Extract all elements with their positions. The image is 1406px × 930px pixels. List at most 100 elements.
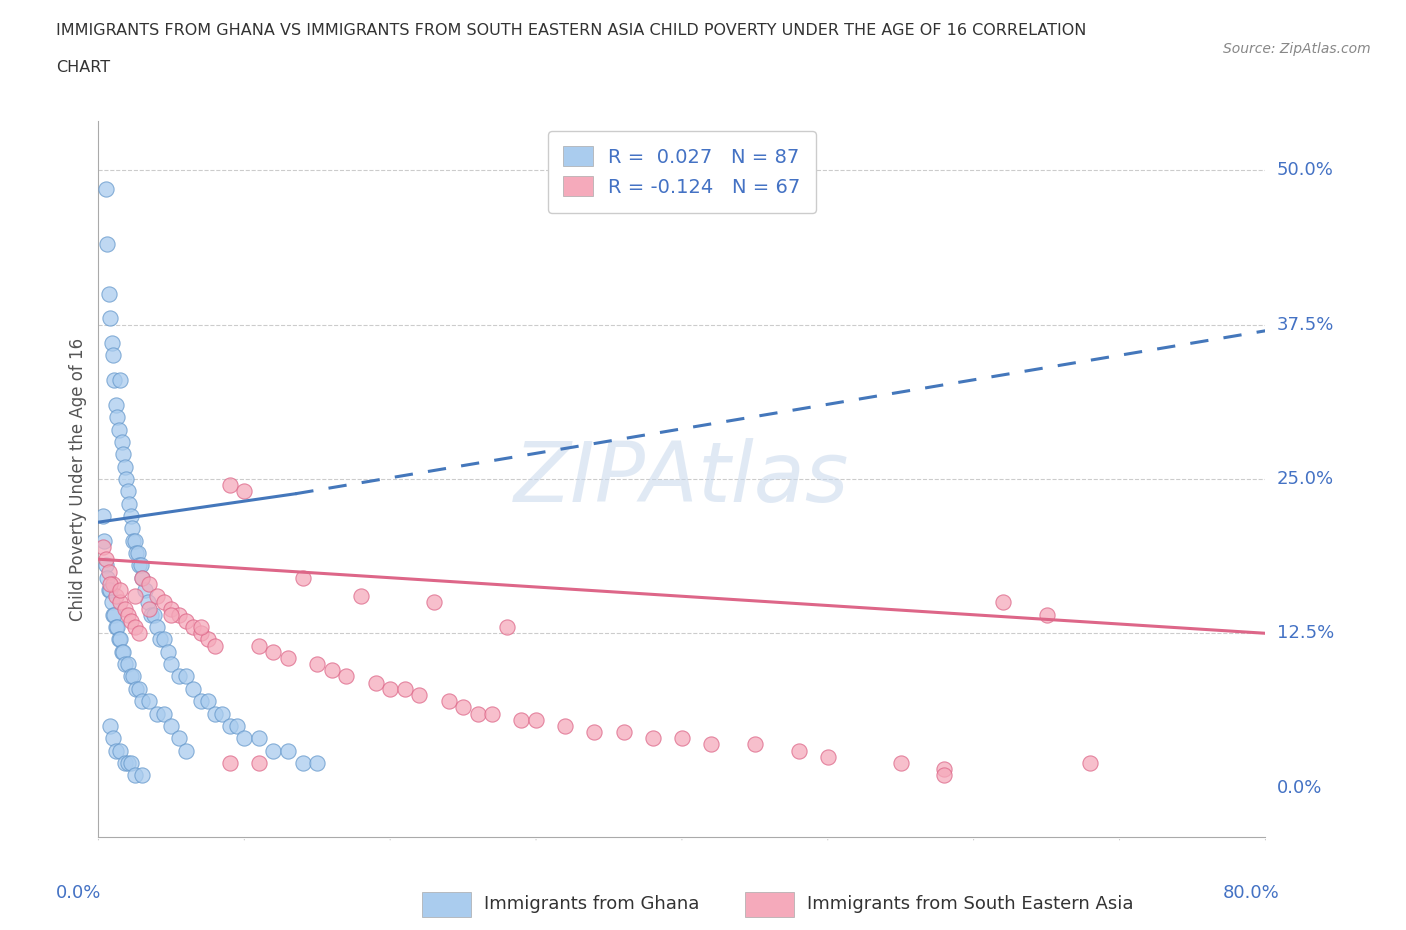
Point <box>218 719 240 734</box>
Point <box>408 687 430 702</box>
Point <box>291 570 314 585</box>
Point <box>117 657 139 671</box>
Point <box>153 632 176 647</box>
Point <box>190 694 212 709</box>
Point <box>524 712 547 727</box>
Point <box>510 712 533 727</box>
Point <box>114 657 136 671</box>
Point <box>160 657 183 671</box>
Point <box>934 762 956 777</box>
Point <box>160 607 183 622</box>
Legend: R =  0.027   N = 87, R = -0.124   N = 67: R = 0.027 N = 87, R = -0.124 N = 67 <box>548 130 815 213</box>
Bar <box>745 892 794 917</box>
Point <box>277 743 299 758</box>
Text: IMMIGRANTS FROM GHANA VS IMMIGRANTS FROM SOUTH EASTERN ASIA CHILD POVERTY UNDER : IMMIGRANTS FROM GHANA VS IMMIGRANTS FROM… <box>56 23 1087 38</box>
Point <box>247 731 270 746</box>
Point <box>125 682 148 697</box>
Text: 12.5%: 12.5% <box>1277 624 1334 643</box>
Point <box>364 675 387 690</box>
Point <box>218 478 240 493</box>
Point <box>744 737 766 751</box>
Point <box>122 669 145 684</box>
Point <box>153 706 176 721</box>
Point <box>110 373 132 388</box>
Point <box>131 694 153 709</box>
Point <box>167 731 190 746</box>
Point <box>233 484 256 498</box>
Point <box>91 509 114 524</box>
Point <box>146 589 169 604</box>
Point <box>226 719 249 734</box>
Point <box>890 755 912 770</box>
Point <box>146 706 169 721</box>
Point <box>101 731 124 746</box>
Point <box>934 768 956 783</box>
Point <box>211 706 233 721</box>
Point <box>700 737 723 751</box>
Point <box>115 472 138 486</box>
Point <box>131 768 153 783</box>
Point <box>641 731 664 746</box>
Point <box>1080 755 1102 770</box>
Point <box>110 595 132 610</box>
Point <box>96 570 118 585</box>
Point <box>167 607 190 622</box>
Point <box>554 719 576 734</box>
Point <box>335 669 357 684</box>
Point <box>307 657 329 671</box>
Point <box>91 539 114 554</box>
Point <box>197 632 219 647</box>
Point <box>124 768 146 783</box>
Point <box>114 755 136 770</box>
Point <box>136 595 159 610</box>
Point <box>105 619 128 634</box>
Point <box>307 755 329 770</box>
Point <box>204 706 226 721</box>
Point <box>118 497 141 512</box>
Point <box>437 694 460 709</box>
Point <box>247 755 270 770</box>
Text: Immigrants from South Eastern Asia: Immigrants from South Eastern Asia <box>807 896 1133 913</box>
Point <box>1035 607 1057 622</box>
Point <box>174 614 197 629</box>
Point <box>583 724 606 739</box>
Point <box>104 589 127 604</box>
Point <box>112 446 135 461</box>
Point <box>139 607 162 622</box>
Text: CHART: CHART <box>56 60 110 75</box>
Point <box>101 607 124 622</box>
Point <box>160 601 183 616</box>
Point <box>817 750 839 764</box>
Text: ZIPAtlas: ZIPAtlas <box>515 438 849 520</box>
Point <box>218 755 240 770</box>
Point <box>787 743 810 758</box>
Point <box>98 719 121 734</box>
Point <box>97 582 120 597</box>
Point <box>423 595 446 610</box>
Point <box>131 570 153 585</box>
Text: 80.0%: 80.0% <box>1223 884 1279 902</box>
Point <box>181 619 204 634</box>
Point <box>991 595 1014 610</box>
Point <box>174 743 197 758</box>
Point <box>291 755 314 770</box>
Point <box>120 669 142 684</box>
Point <box>138 577 160 591</box>
Point <box>277 651 299 666</box>
Point <box>98 311 121 325</box>
Point <box>153 595 176 610</box>
Point <box>138 694 160 709</box>
Point <box>190 619 212 634</box>
Point <box>262 743 284 758</box>
Point <box>129 558 152 573</box>
Point <box>124 533 146 548</box>
Point <box>117 484 139 498</box>
Point <box>128 626 150 641</box>
Point <box>104 743 127 758</box>
Point <box>101 348 124 363</box>
Point <box>134 582 156 597</box>
Point <box>93 533 115 548</box>
Point <box>120 614 142 629</box>
Point <box>120 755 142 770</box>
Point <box>671 731 693 746</box>
